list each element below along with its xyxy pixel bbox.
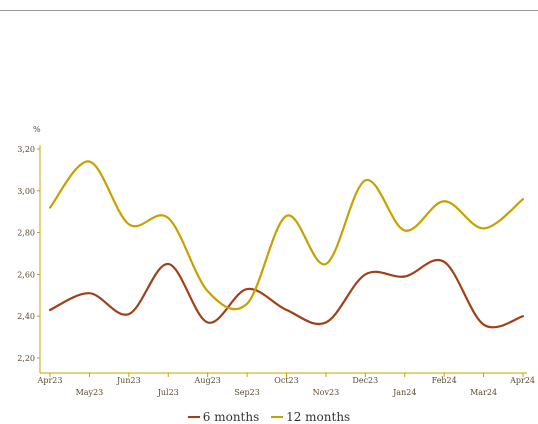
chart-legend: 6 months 12 months <box>0 407 538 424</box>
x-tick-label: Apr23 <box>37 376 63 385</box>
x-tick-label: Feb24 <box>432 376 457 385</box>
y-tick-label: 3,00 <box>17 187 35 196</box>
top-divider <box>0 10 538 11</box>
chart-axes: 2,20 2,40 2,60 2,80 3,00 3,20 Apr23 May23 Jun23 J… <box>17 145 535 397</box>
x-tick-label: Nov23 <box>313 388 340 397</box>
y-tick-label: 3,20 <box>17 145 35 154</box>
chart-lines <box>48 160 525 329</box>
x-tick-label: Mar24 <box>470 388 497 397</box>
x-tick-label: Sep23 <box>234 388 260 397</box>
x-tick-label: Jan24 <box>392 388 416 397</box>
x-tick-label: Jul23 <box>157 388 179 397</box>
y-tick-label: 2,80 <box>17 229 35 238</box>
y-tick-label: 2,20 <box>17 354 35 363</box>
legend-item-12-months: 12 months <box>271 410 350 424</box>
x-tick-label: Dec23 <box>352 376 378 385</box>
y-tick-label: 2,40 <box>17 312 35 321</box>
legend-swatch-6-months <box>187 416 200 418</box>
x-tick-label: Apr24 <box>509 376 535 385</box>
y-tick-label: 2,60 <box>17 270 35 279</box>
legend-item-6-months: 6 months <box>187 410 260 424</box>
x-tick-label: Aug23 <box>194 376 221 385</box>
series-line-6-months <box>48 259 525 329</box>
series-line-12-months <box>48 160 525 311</box>
x-tick-label: May23 <box>76 388 104 397</box>
x-tick-label: Jun23 <box>116 376 141 385</box>
legend-label-12-months: 12 months <box>286 410 351 424</box>
y-unit-label: % <box>33 125 41 134</box>
legend-swatch-12-months <box>271 416 284 418</box>
x-tick-label: Oct23 <box>274 376 298 385</box>
line-chart: % 2,20 2,40 2,60 2,80 3,00 3,20 Apr23 May23 Jun2… <box>17 125 535 397</box>
legend-label-6-months: 6 months <box>202 410 260 424</box>
